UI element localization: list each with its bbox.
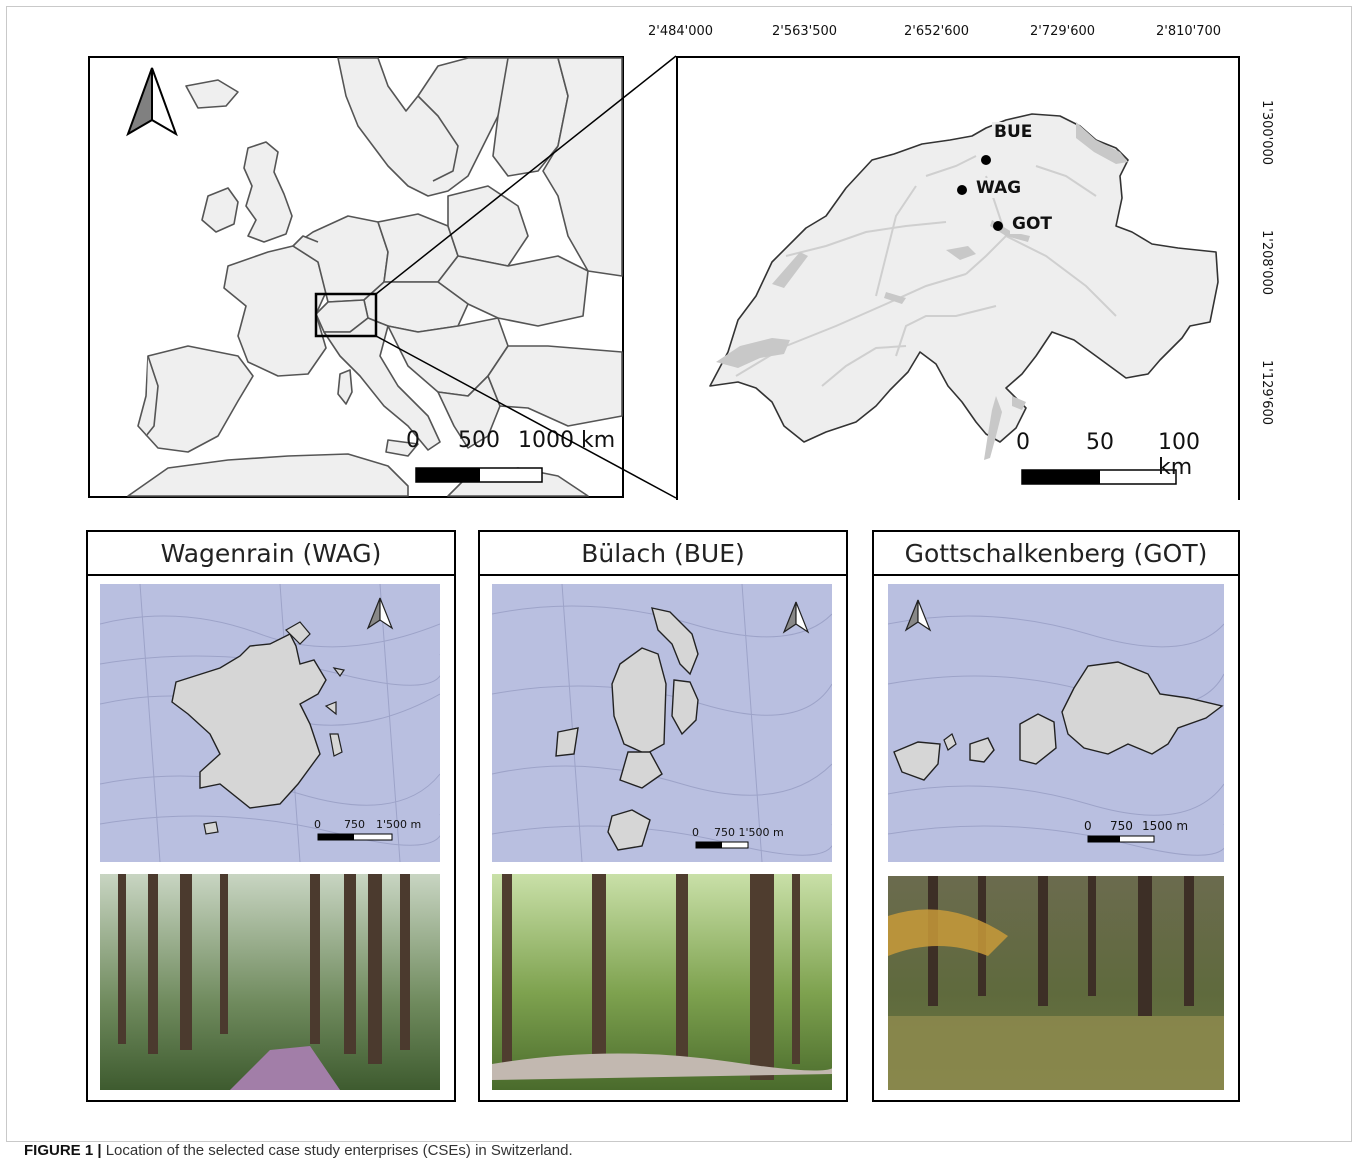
coord-top-5: 2'810'700 (1156, 24, 1222, 39)
coord-top-2: 2'563'500 (772, 24, 838, 39)
bue-scale-750-1500: 750 1'500 m (714, 826, 784, 839)
caption-text: Location of the selected case study ente… (105, 1142, 573, 1159)
got-scale-0: 0 (1084, 819, 1092, 833)
site-dot-got (993, 221, 1003, 231)
caption-label: FIGURE 1 | (24, 1142, 102, 1159)
coord-right-3: 1'129'600 (1259, 360, 1274, 426)
swiss-scale-0: 0 (1016, 430, 1030, 455)
europe-scale-1000: 1000 km (518, 428, 616, 453)
wag-scale-750: 750 (344, 818, 365, 831)
site-label-got: GOT (1010, 214, 1055, 234)
forest-photo-wag (100, 874, 440, 1090)
bue-scale-0: 0 (692, 826, 699, 839)
site-dot-wag (957, 185, 967, 195)
panel-gottschalkenberg: Gottschalkenberg (GOT) 0 750 1500 m (872, 530, 1240, 1102)
topo-map-bue: 0 750 1'500 m (491, 583, 836, 863)
lake-neuchatel (772, 252, 808, 288)
forest-photo-bue (492, 874, 835, 1090)
coord-right-1: 1'300'000 (1259, 100, 1274, 166)
coord-top-1: 2'484'000 (648, 24, 714, 39)
lake-lugano (1012, 396, 1026, 410)
europe-scale-0: 0 (406, 428, 420, 453)
got-scale-1500: 1500 m (1142, 819, 1188, 833)
switzerland-map: BUE WAG GOT 0 50 100 km (676, 48, 1248, 500)
site-label-wag: WAG (974, 178, 1024, 198)
wag-scale-1500: 1'500 m (376, 818, 421, 831)
swiss-scale-50: 50 (1086, 430, 1114, 455)
coord-top-4: 2'729'600 (1030, 24, 1096, 39)
site-label-bue: BUE (992, 122, 1035, 142)
lake-constance (1076, 122, 1128, 164)
switzerland-locator-box (314, 292, 378, 338)
forest-photo-got (888, 876, 1224, 1090)
north-arrow-icon (904, 599, 932, 632)
site-markers (957, 155, 1177, 485)
north-arrow-icon (366, 597, 394, 630)
lake-geneva (716, 338, 790, 368)
forest-area-bue (611, 647, 667, 755)
topo-map-wag: 0 750 1'500 m (99, 583, 444, 863)
swiss-scale-100: 100 km (1158, 430, 1200, 480)
forest-area-got (1061, 661, 1224, 755)
wag-scale-0: 0 (314, 818, 321, 831)
topo-map-got: 0 750 1500 m (887, 584, 1229, 862)
site-dot-bue (981, 155, 991, 165)
figure-frame (6, 6, 1352, 1142)
north-arrow-icon (126, 67, 178, 137)
forest-area-wag (171, 633, 327, 809)
panel-wagenrain: Wagenrain (WAG) 0 (86, 530, 456, 1102)
lake-maggiore (984, 396, 1002, 460)
got-scale-750: 750 (1110, 819, 1133, 833)
lake-lucerne (946, 246, 976, 260)
coord-right-2: 1'208'000 (1259, 230, 1274, 296)
europe-map: 0 500 1000 km (88, 56, 624, 498)
coord-top-3: 2'652'600 (904, 24, 970, 39)
panel-title-bue: Bülach (BUE) (480, 532, 846, 576)
panel-bulach: Bülach (BUE) 0 750 1'500 m (478, 530, 848, 1102)
figure-caption: FIGURE 1 | Location of the selected case… (24, 1142, 573, 1159)
panel-title-got: Gottschalkenberg (GOT) (874, 532, 1238, 576)
panel-title-wag: Wagenrain (WAG) (88, 532, 454, 576)
europe-scale-500: 500 (458, 428, 500, 453)
switzerland-outline (709, 113, 1219, 443)
north-arrow-icon (782, 601, 810, 634)
